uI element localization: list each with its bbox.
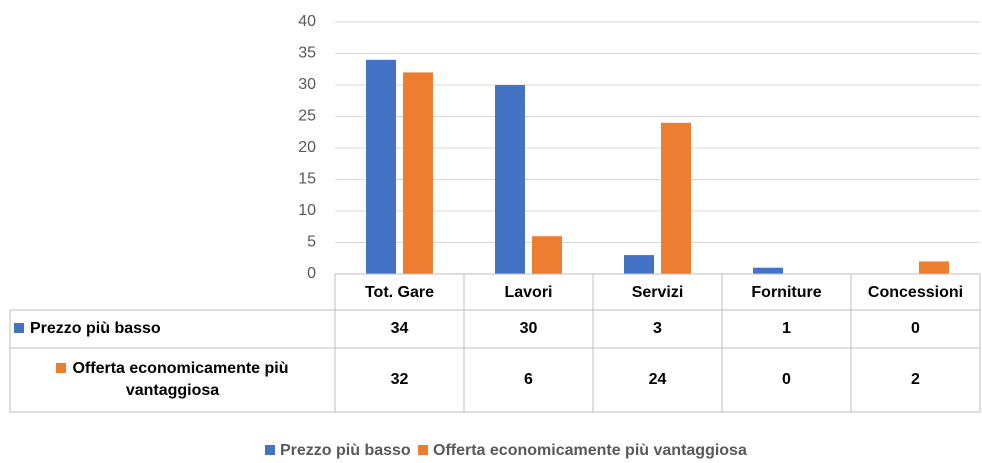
y-tick-label: 10 [298, 202, 316, 219]
y-tick-label: 30 [298, 76, 316, 93]
bar [366, 59, 396, 274]
row-label-cell: Offerta economicamente più vantaggiosa [14, 348, 331, 412]
bar [753, 267, 783, 274]
table-value: 30 [520, 320, 538, 337]
y-tick-label: 0 [307, 265, 316, 282]
y-tick-label: 15 [298, 171, 316, 188]
row-label-text: Prezzo più basso [30, 320, 161, 337]
table-value: 32 [391, 371, 409, 388]
table-value: 6 [524, 371, 533, 388]
table-value: 0 [911, 320, 920, 337]
y-tick-label: 5 [307, 234, 316, 251]
table-value: 0 [782, 371, 791, 388]
legend-label: Prezzo più basso [280, 442, 411, 459]
legend-swatch [418, 445, 428, 455]
legend-swatch [56, 363, 67, 373]
table-value: 24 [649, 371, 667, 388]
bar [661, 122, 691, 274]
bar [403, 72, 433, 275]
y-tick-label: 35 [298, 45, 316, 62]
table-header: Tot. Gare [365, 284, 434, 301]
bar [532, 236, 562, 274]
legend-swatch [14, 323, 24, 333]
y-tick-label: 20 [298, 139, 316, 156]
row-label: Prezzo più basso [14, 310, 331, 348]
table-value: 34 [391, 320, 409, 337]
y-tick-label: 40 [298, 13, 316, 30]
legend-label: Offerta economicamente più vantaggiosa [433, 442, 747, 459]
table-header: Forniture [751, 284, 821, 301]
row-label-cell: Prezzo più basso [14, 310, 331, 348]
table-value: 1 [782, 320, 791, 337]
row-label: Offerta economicamente più vantaggiosa [14, 348, 331, 412]
row-label-text: Offerta economicamente più vantaggiosa [72, 360, 289, 399]
table-value: 3 [653, 320, 662, 337]
bar [624, 255, 654, 274]
table-header: Servizi [632, 284, 684, 301]
table-header: Lavori [504, 284, 552, 301]
bar [919, 261, 949, 274]
bar [495, 85, 525, 274]
legend-swatch [265, 445, 275, 455]
table-header: Concessioni [868, 284, 963, 301]
y-tick-label: 25 [298, 108, 316, 125]
table-value: 2 [911, 371, 920, 388]
